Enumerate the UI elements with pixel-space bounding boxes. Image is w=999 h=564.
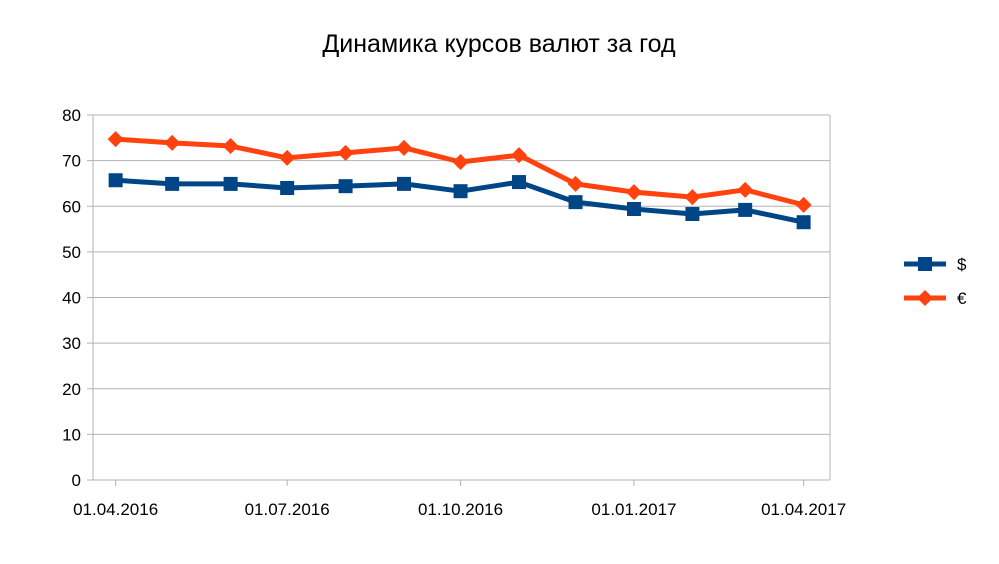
data-point [452,153,469,170]
y-tick-label: 20 [62,380,81,399]
data-point [796,215,811,230]
legend-label: $ [957,255,967,274]
data-point [511,175,526,190]
data-point [684,189,701,206]
y-tick-label: 60 [62,197,81,216]
data-point [279,149,296,166]
data-point [222,138,239,155]
x-tick-label: 01.04.2016 [73,500,158,519]
data-point [108,173,123,188]
data-point [795,196,812,213]
data-point [510,147,527,164]
data-point [685,207,700,222]
y-tick-label: 30 [62,334,81,353]
x-tick-label: 01.10.2016 [418,500,503,519]
data-point [338,179,353,194]
data-point [223,176,238,191]
data-point [737,181,754,198]
y-tick-label: 0 [72,471,81,490]
y-tick-label: 80 [62,106,81,125]
legend-label: € [957,289,967,308]
x-tick-label: 01.01.2017 [591,500,676,519]
data-point [397,176,412,191]
x-tick-label: 01.07.2016 [245,500,330,519]
y-tick-label: 70 [62,152,81,171]
data-point [165,176,180,191]
data-point [568,195,583,210]
y-tick-label: 40 [62,289,81,308]
grid [93,114,830,481]
data-point [626,201,641,216]
legend: $€ [904,255,967,308]
data-point [453,184,468,199]
data-point [107,131,124,148]
data-point [567,175,584,192]
y-tick-label: 10 [62,425,81,444]
data-point [164,134,181,151]
legend-marker [918,257,932,271]
series-group [107,131,812,230]
data-point [625,184,642,201]
data-point [396,139,413,156]
data-point [280,181,295,195]
axes: 0 10 20 30 40 50 60 70 80 01.04.2016 01.07.2016 01.… [62,106,846,519]
y-tick-label: 50 [62,243,81,262]
data-point [738,202,753,217]
x-tick-label: 01.04.2017 [761,500,846,519]
data-point [337,144,354,161]
chart-title: Динамика курсов валют за год [322,30,676,58]
legend-marker [917,290,933,306]
